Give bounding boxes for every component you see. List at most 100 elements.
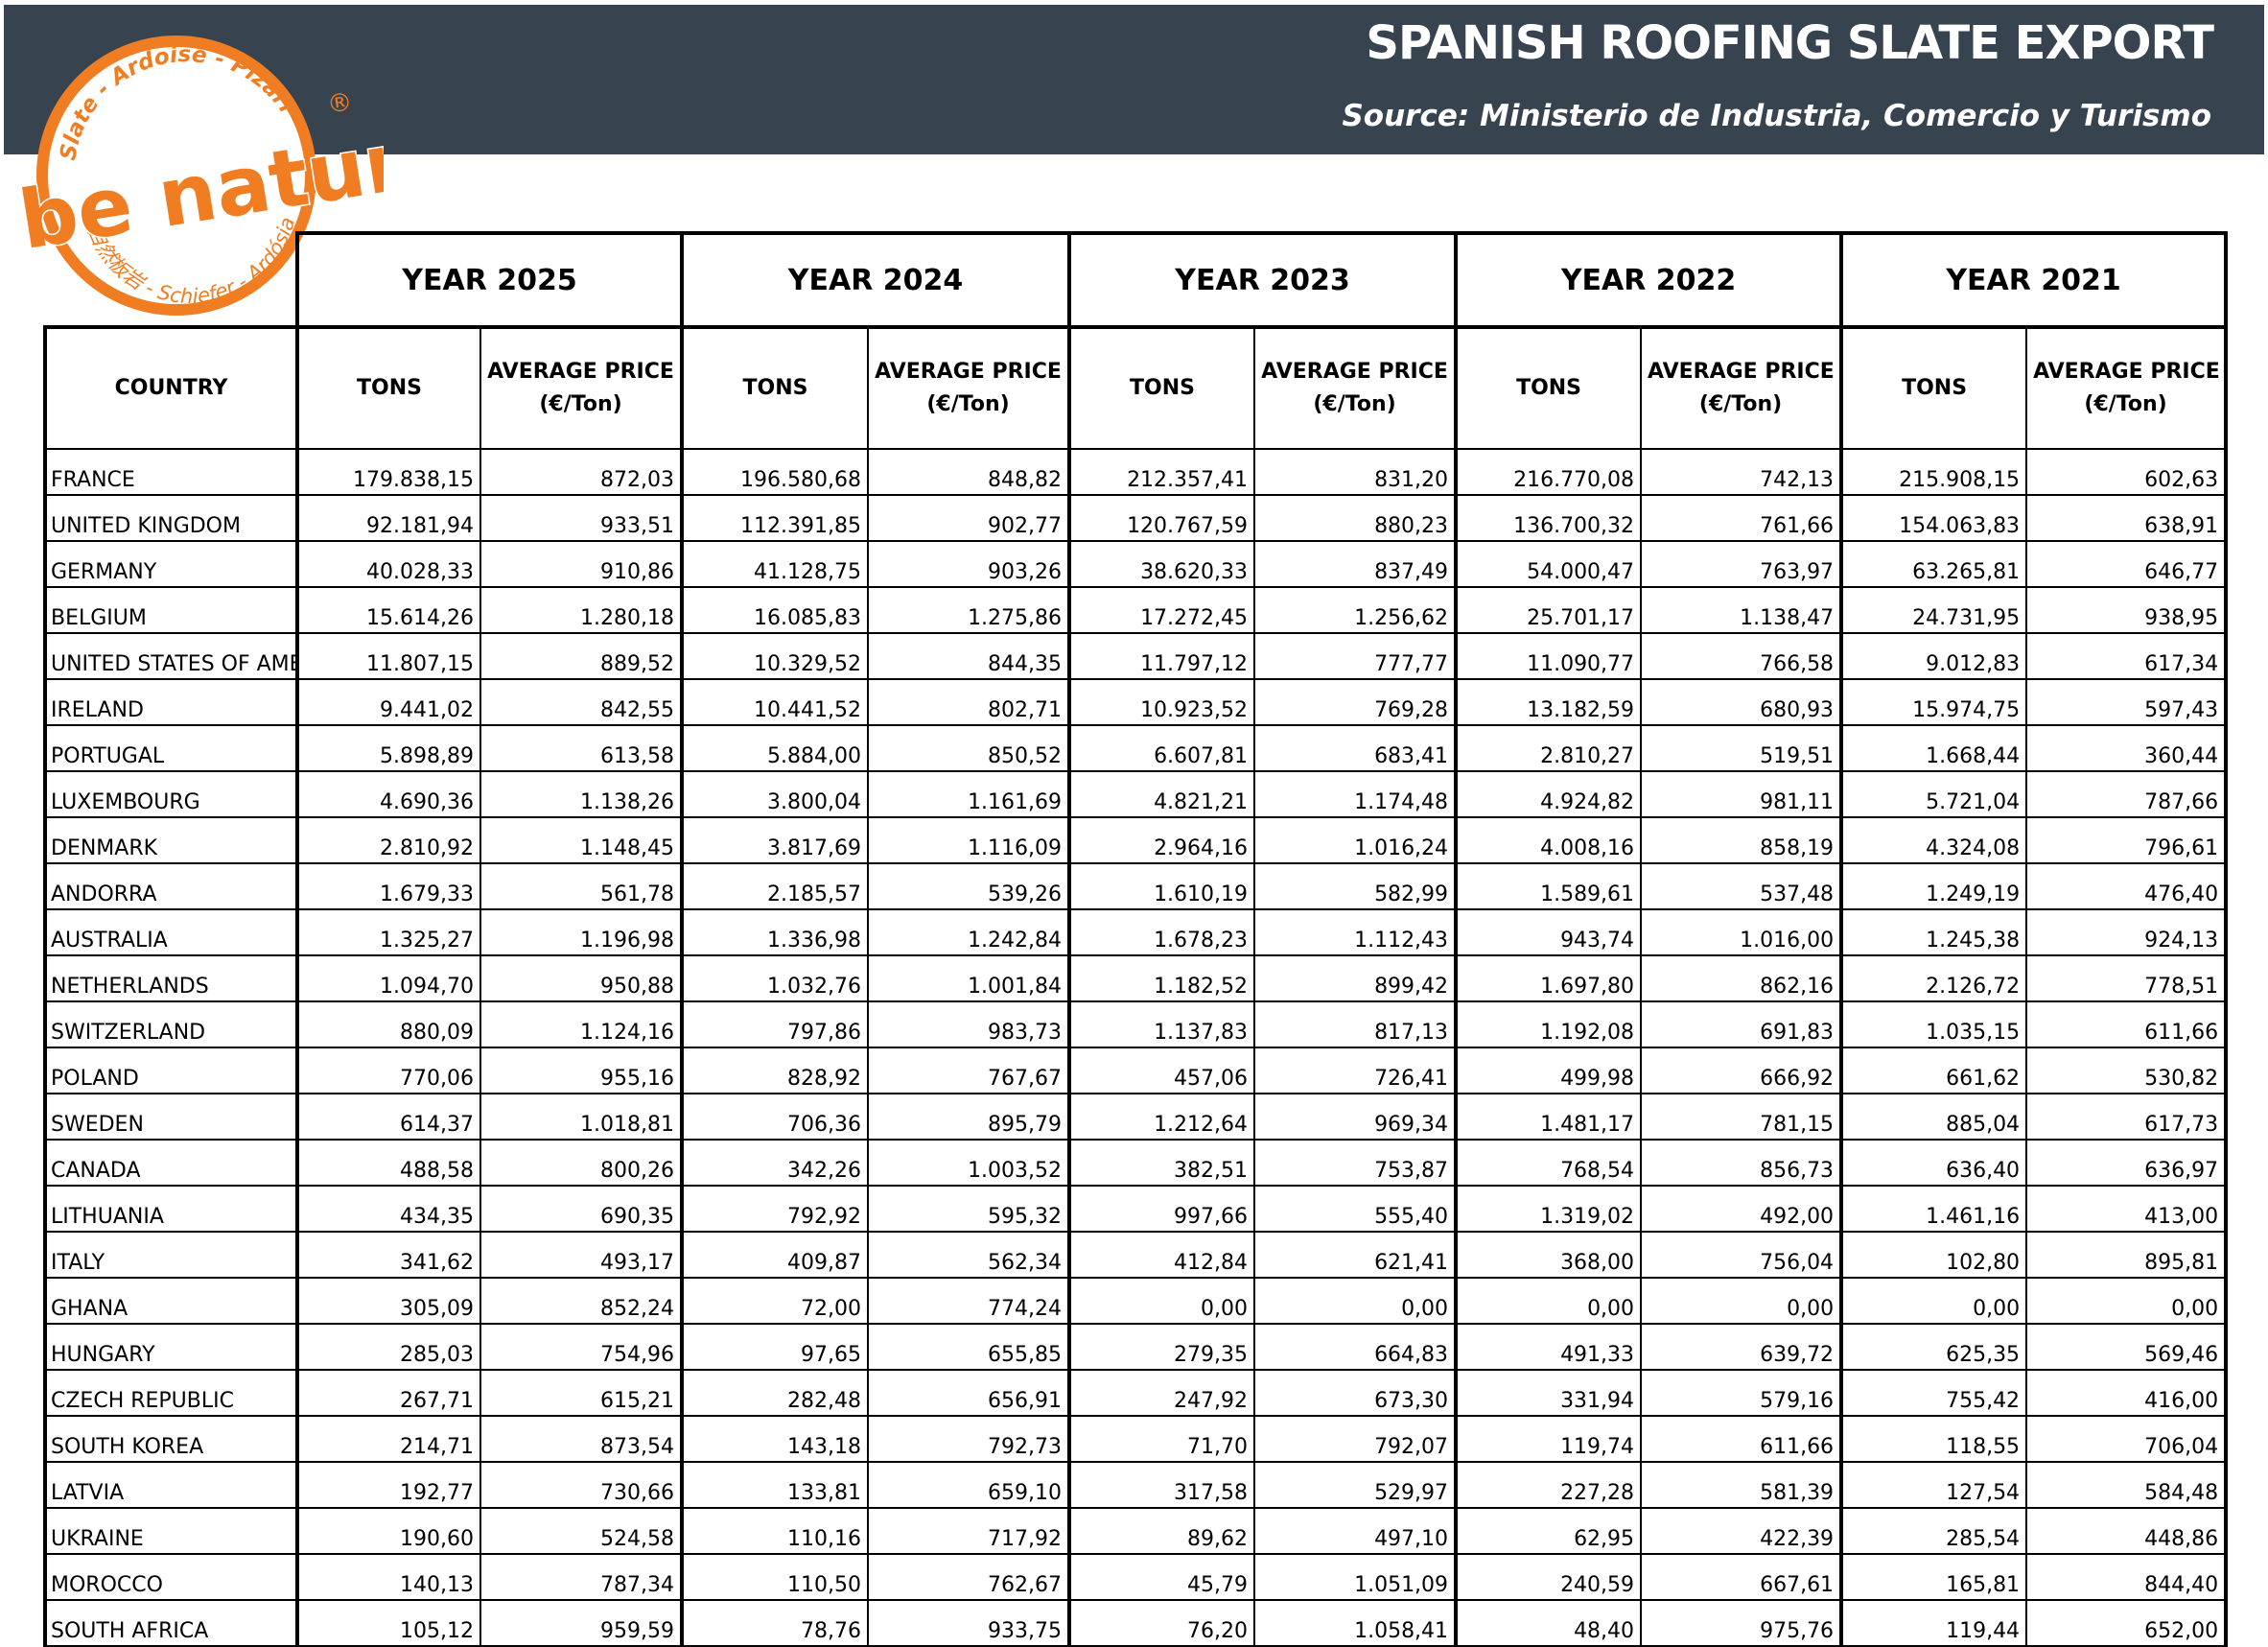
price: 726,41 <box>1253 1047 1459 1094</box>
tons: 63.265,81 <box>1840 540 2028 588</box>
tons: 706,36 <box>681 1093 870 1141</box>
tons: 614,37 <box>296 1093 481 1141</box>
tons: 6.607,81 <box>1068 724 1256 772</box>
price: 767,67 <box>867 1047 1072 1094</box>
tons: 4.690,36 <box>296 770 481 818</box>
price-header: AVERAGE PRICE (€/Ton) <box>867 325 1072 450</box>
price: 476,40 <box>2025 862 2229 910</box>
price: 1.161,69 <box>867 770 1072 818</box>
price: 561,78 <box>479 862 685 910</box>
tons: 54.000,47 <box>1455 540 1643 588</box>
price: 975,76 <box>1640 1599 1844 1647</box>
country: HUNGARY <box>43 1323 299 1371</box>
price: 766,58 <box>1640 632 1844 680</box>
year-header: YEAR 2022 <box>1454 231 1844 329</box>
tons: 880,09 <box>296 1000 481 1048</box>
data-row: LATVIA 192,77 730,66 133,81 659,10 317,58 529,… <box>43 1461 2229 1509</box>
price: 706,04 <box>2025 1415 2229 1463</box>
tons: 16.085,83 <box>681 586 870 634</box>
price-header-line: (€/Ton) <box>539 392 622 416</box>
year-header: YEAR 2025 <box>294 231 685 329</box>
tons: 1.697,80 <box>1455 954 1643 1002</box>
price: 0,00 <box>2025 1277 2229 1325</box>
price: 673,30 <box>1253 1369 1459 1417</box>
tons: 179.838,15 <box>296 448 481 496</box>
price: 899,42 <box>1253 954 1459 1002</box>
price: 1.275,86 <box>867 586 1072 634</box>
tons: 10.923,52 <box>1068 678 1256 726</box>
export-table: YEAR 2025 YEAR 2024 YEAR 2023 YEAR 2022 YEAR… <box>43 231 2229 1647</box>
price: 530,82 <box>2025 1047 2229 1094</box>
registered: ® <box>325 87 354 120</box>
price: 656,91 <box>867 1369 1072 1417</box>
tons: 112.391,85 <box>681 494 870 542</box>
price: 831,20 <box>1253 448 1459 496</box>
tons: 4.008,16 <box>1455 816 1643 864</box>
data-row: GERMANY 40.028,33 910,86 41.128,75 903,26 38.… <box>43 540 2229 588</box>
price: 856,73 <box>1640 1139 1844 1187</box>
data-row: GHANA 305,09 852,24 72,00 774,24 0,00 0,00 0,00… <box>43 1277 2229 1325</box>
country: SOUTH KOREA <box>43 1415 299 1463</box>
country: NETHERLANDS <box>43 954 299 1002</box>
price: 763,97 <box>1640 540 1844 588</box>
price: 638,91 <box>2025 494 2229 542</box>
price: 1.018,81 <box>479 1093 685 1141</box>
tons: 457,06 <box>1068 1047 1256 1094</box>
price: 862,16 <box>1640 954 1844 1002</box>
price: 1.148,45 <box>479 816 685 864</box>
price: 1.138,26 <box>479 770 685 818</box>
price: 539,26 <box>867 862 1072 910</box>
page: SPANISH ROOFING SLATE EXPORT Source: Min… <box>0 5 2264 1647</box>
tons: 285,54 <box>1840 1507 2028 1555</box>
tons: 15.614,26 <box>296 586 481 634</box>
tons: 341,62 <box>296 1231 481 1279</box>
tons: 2.810,27 <box>1455 724 1643 772</box>
tons: 13.182,59 <box>1455 678 1643 726</box>
tons: 247,92 <box>1068 1369 1256 1417</box>
tons: 72,00 <box>681 1277 870 1325</box>
tons: 1.678,23 <box>1068 908 1256 956</box>
tons: 661,62 <box>1840 1047 2028 1094</box>
price: 842,55 <box>479 678 685 726</box>
price: 800,26 <box>479 1139 685 1187</box>
price: 360,44 <box>2025 724 2229 772</box>
tons: 5.898,89 <box>296 724 481 772</box>
price: 924,13 <box>2025 908 2229 956</box>
source: Source: Ministerio de Industria, Comerci… <box>1342 99 2211 133</box>
price: 762,67 <box>867 1553 1072 1601</box>
price: 493,17 <box>479 1231 685 1279</box>
tons: 133,81 <box>681 1461 870 1509</box>
tons: 282,48 <box>681 1369 870 1417</box>
price: 730,66 <box>479 1461 685 1509</box>
tons: 488,58 <box>296 1139 481 1187</box>
price: 950,88 <box>479 954 685 1002</box>
country: GERMANY <box>43 540 299 588</box>
price-header-line: (€/Ton) <box>2084 392 2167 416</box>
tons: 2.810,92 <box>296 816 481 864</box>
price: 761,66 <box>1640 494 1844 542</box>
country: ITALY <box>43 1231 299 1279</box>
tons: 331,94 <box>1455 1369 1643 1417</box>
tons: 499,98 <box>1455 1047 1643 1094</box>
price: 781,15 <box>1640 1093 1844 1141</box>
price: 1.003,52 <box>867 1139 1072 1187</box>
data-row: POLAND 770,06 955,16 828,92 767,67 457,06 726,… <box>43 1047 2229 1094</box>
price: 617,34 <box>2025 632 2229 680</box>
price: 1.058,41 <box>1253 1599 1459 1647</box>
price: 889,52 <box>479 632 685 680</box>
price: 537,48 <box>1640 862 1844 910</box>
tons: 102,80 <box>1840 1231 2028 1279</box>
tons: 192,77 <box>296 1461 481 1509</box>
data-row: UNITED STATES OF AME 11.807,15 889,52 10.32… <box>43 632 2229 680</box>
tons: 9.012,83 <box>1840 632 2028 680</box>
country: AUSTRALIA <box>43 908 299 956</box>
price: 1.051,09 <box>1253 1553 1459 1601</box>
price: 787,66 <box>2025 770 2229 818</box>
tons: 1.679,33 <box>296 862 481 910</box>
tons: 279,35 <box>1068 1323 1256 1371</box>
tons: 625,35 <box>1840 1323 2028 1371</box>
price: 787,34 <box>479 1553 685 1601</box>
price: 497,10 <box>1253 1507 1459 1555</box>
country: PORTUGAL <box>43 724 299 772</box>
data-row: SOUTH KOREA 214,71 873,54 143,18 792,73 71,70… <box>43 1415 2229 1463</box>
